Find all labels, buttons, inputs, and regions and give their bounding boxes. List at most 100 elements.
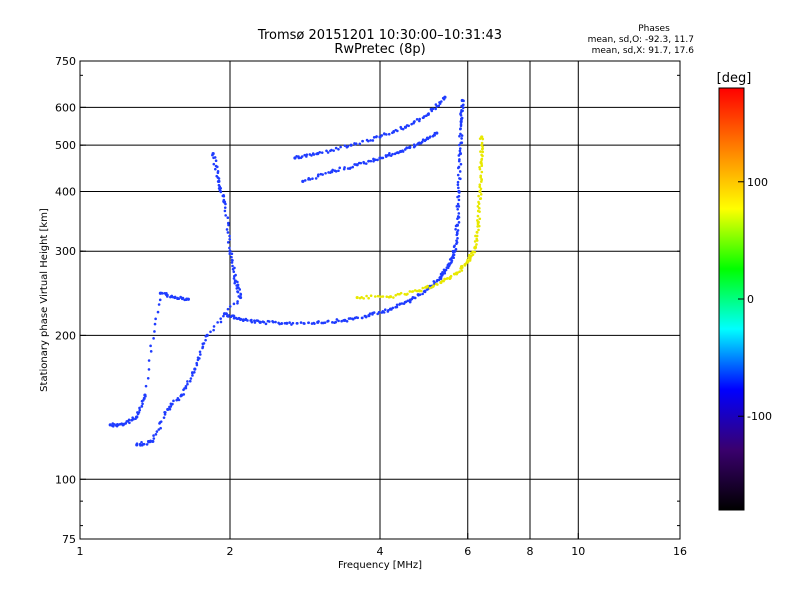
- interpolated-point: [392, 130, 395, 134]
- data-point: [301, 179, 305, 183]
- interpolated-point: [459, 141, 463, 145]
- interpolated-point: [456, 229, 460, 232]
- interpolated-point: [338, 166, 342, 170]
- interpolated-point: [433, 134, 436, 137]
- interpolated-point: [153, 322, 157, 326]
- interpolated-point: [400, 302, 404, 305]
- interpolated-point: [459, 122, 463, 126]
- interpolated-point: [365, 294, 368, 298]
- interpolated-point: [362, 297, 365, 300]
- stats-o-mode: mean, sd,O: -92.3, 11.7: [588, 35, 694, 45]
- interpolated-point: [428, 135, 432, 138]
- interpolated-point: [313, 322, 316, 325]
- interpolated-point: [385, 133, 388, 136]
- interpolated-point: [311, 177, 314, 180]
- interpolated-point: [189, 377, 193, 380]
- interpolated-point: [470, 254, 473, 258]
- interpolated-point: [166, 293, 169, 297]
- interpolated-point: [475, 234, 479, 238]
- data-point: [151, 439, 155, 444]
- interpolated-point: [413, 144, 417, 148]
- interpolated-point: [457, 221, 461, 224]
- interpolated-point: [473, 240, 477, 243]
- interpolated-point: [232, 277, 236, 280]
- interpolated-point: [222, 194, 226, 198]
- interpolated-point: [391, 306, 395, 310]
- interpolated-point: [138, 408, 142, 412]
- x-tick-label: 4: [377, 545, 384, 558]
- interpolated-point: [236, 300, 239, 303]
- plot-frame: [79, 60, 681, 540]
- interpolated-point: [376, 294, 380, 298]
- interpolated-point: [458, 134, 461, 138]
- interpolated-point: [426, 137, 430, 141]
- interpolated-point: [396, 151, 400, 154]
- interpolated-point: [457, 194, 461, 198]
- interpolated-point: [476, 214, 480, 218]
- interpolated-point: [356, 316, 360, 320]
- interpolated-point: [217, 177, 221, 180]
- interpolated-point: [337, 147, 340, 151]
- data-point: [458, 152, 463, 156]
- interpolated-point: [332, 149, 335, 152]
- interpolated-point: [324, 171, 327, 175]
- interpolated-point: [225, 228, 229, 231]
- interpolated-point: [213, 167, 217, 171]
- series-low-frequency-echoes: [108, 291, 190, 428]
- interpolated-point: [480, 141, 484, 145]
- interpolated-point: [320, 151, 324, 154]
- interpolated-point: [480, 157, 484, 161]
- interpolated-point: [179, 295, 182, 299]
- interpolated-point: [337, 169, 340, 173]
- interpolated-point: [280, 322, 284, 325]
- interpolated-point: [226, 307, 230, 311]
- interpolated-point: [361, 316, 364, 320]
- interpolated-point: [358, 142, 362, 146]
- y-tick-label: 200: [55, 329, 76, 342]
- interpolated-point: [366, 139, 370, 143]
- interpolated-point: [271, 320, 275, 324]
- interpolated-point: [455, 239, 458, 242]
- interpolated-point: [459, 162, 463, 166]
- interpolated-point: [331, 168, 334, 172]
- interpolated-point: [349, 317, 352, 320]
- interpolated-point: [199, 353, 202, 356]
- data-point: [435, 131, 439, 135]
- interpolated-point: [156, 310, 160, 314]
- interpolated-point: [172, 399, 175, 403]
- interpolated-point: [401, 127, 405, 131]
- interpolated-point: [335, 318, 339, 321]
- interpolated-point: [367, 296, 370, 300]
- interpolated-point: [278, 322, 281, 326]
- interpolated-point: [479, 150, 482, 153]
- interpolated-point: [377, 310, 381, 314]
- interpolated-point: [418, 293, 422, 296]
- interpolated-point: [143, 397, 146, 400]
- interpolated-point: [215, 165, 219, 169]
- interpolated-point: [406, 292, 409, 296]
- interpolated-point: [155, 430, 159, 433]
- interpolated-point: [186, 380, 189, 383]
- interpolated-point: [214, 159, 218, 162]
- interpolated-point: [456, 236, 459, 240]
- interpolated-point: [479, 187, 483, 191]
- interpolated-point: [387, 132, 391, 136]
- interpolated-point: [244, 318, 247, 321]
- interpolated-point: [380, 134, 384, 137]
- interpolated-point: [144, 384, 148, 388]
- interpolated-point: [262, 320, 266, 324]
- interpolated-point: [204, 334, 208, 338]
- interpolated-point: [173, 295, 177, 299]
- interpolated-point: [351, 165, 355, 169]
- interpolated-point: [459, 132, 462, 136]
- interpolated-point: [345, 319, 349, 323]
- interpolated-point: [359, 161, 363, 165]
- interpolated-point: [477, 228, 480, 232]
- interpolated-point: [456, 202, 460, 206]
- interpolated-point: [369, 139, 372, 142]
- interpolated-point: [423, 289, 427, 293]
- y-tick-label: 600: [55, 101, 76, 114]
- interpolated-point: [374, 158, 377, 162]
- interpolated-point: [478, 217, 482, 221]
- x-tick-label: 10: [571, 545, 585, 558]
